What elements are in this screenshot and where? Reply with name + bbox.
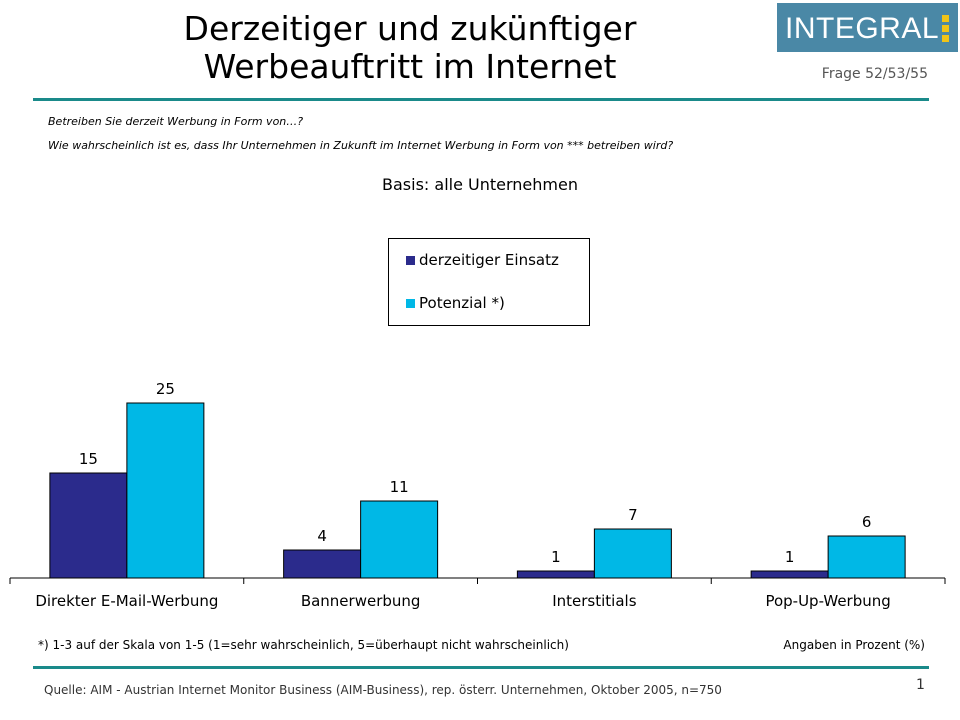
data-label-current-3: 1 [785, 548, 795, 566]
category-label-2: Interstitials [552, 592, 636, 610]
data-label-current-2: 1 [551, 548, 561, 566]
legend-label-potential: Potenzial *) [419, 294, 505, 312]
legend-item-potential: Potenzial *) [406, 294, 505, 312]
source-note: Quelle: AIM - Austrian Internet Monitor … [44, 683, 722, 697]
bar-current-1 [283, 549, 362, 579]
data-label-current-0: 15 [79, 450, 98, 468]
bar-current-0 [49, 472, 128, 579]
legend-item-current: derzeitiger Einsatz [406, 251, 559, 269]
title-line-1: Derzeitiger und zukünftiger [183, 9, 637, 48]
legend-swatch-current [406, 255, 415, 265]
legend-label-current: derzeitiger Einsatz [419, 251, 559, 269]
category-label-1: Bannerwerbung [301, 592, 421, 610]
data-label-potential-1: 11 [390, 478, 409, 496]
question-1: Betreiben Sie derzeit Werbung in Form vo… [48, 115, 304, 128]
chart-legend: derzeitiger Einsatz Potenzial *) [388, 238, 590, 326]
bar-potential-1 [360, 500, 439, 579]
legend-swatch-potential [406, 298, 415, 308]
category-label-0: Direkter E-Mail-Werbung [35, 592, 218, 610]
data-label-potential-2: 7 [628, 506, 638, 524]
data-label-potential-3: 6 [862, 513, 872, 531]
chart-basis: Basis: alle Unternehmen [382, 175, 578, 194]
question-reference: Frage 52/53/55 [821, 66, 928, 82]
bar-potential-2 [593, 528, 672, 579]
header-divider [33, 98, 929, 101]
footer-divider [33, 666, 929, 669]
logo-dots-icon [942, 15, 950, 45]
integral-logo: INTEGRAL [777, 3, 958, 52]
bar-potential-3 [827, 535, 906, 579]
bar-potential-0 [126, 402, 205, 579]
bar-current-2 [516, 570, 595, 579]
data-label-current-1: 4 [317, 527, 327, 545]
scale-footnote: *) 1-3 auf der Skala von 1-5 (1=sehr wah… [38, 638, 569, 652]
bar-current-3 [750, 570, 829, 579]
title-line-2: Werbeauftritt im Internet [203, 47, 617, 86]
question-2: Wie wahrscheinlich ist es, dass Ihr Unte… [48, 139, 674, 152]
data-label-potential-0: 25 [156, 380, 175, 398]
units-note: Angaben in Prozent (%) [783, 638, 925, 652]
page-title: Derzeitiger und zukünftiger Werbeauftrit… [110, 10, 710, 86]
logo-text: INTEGRAL [785, 12, 940, 45]
page-number: 1 [916, 677, 925, 693]
category-label-3: Pop-Up-Werbung [765, 592, 890, 610]
